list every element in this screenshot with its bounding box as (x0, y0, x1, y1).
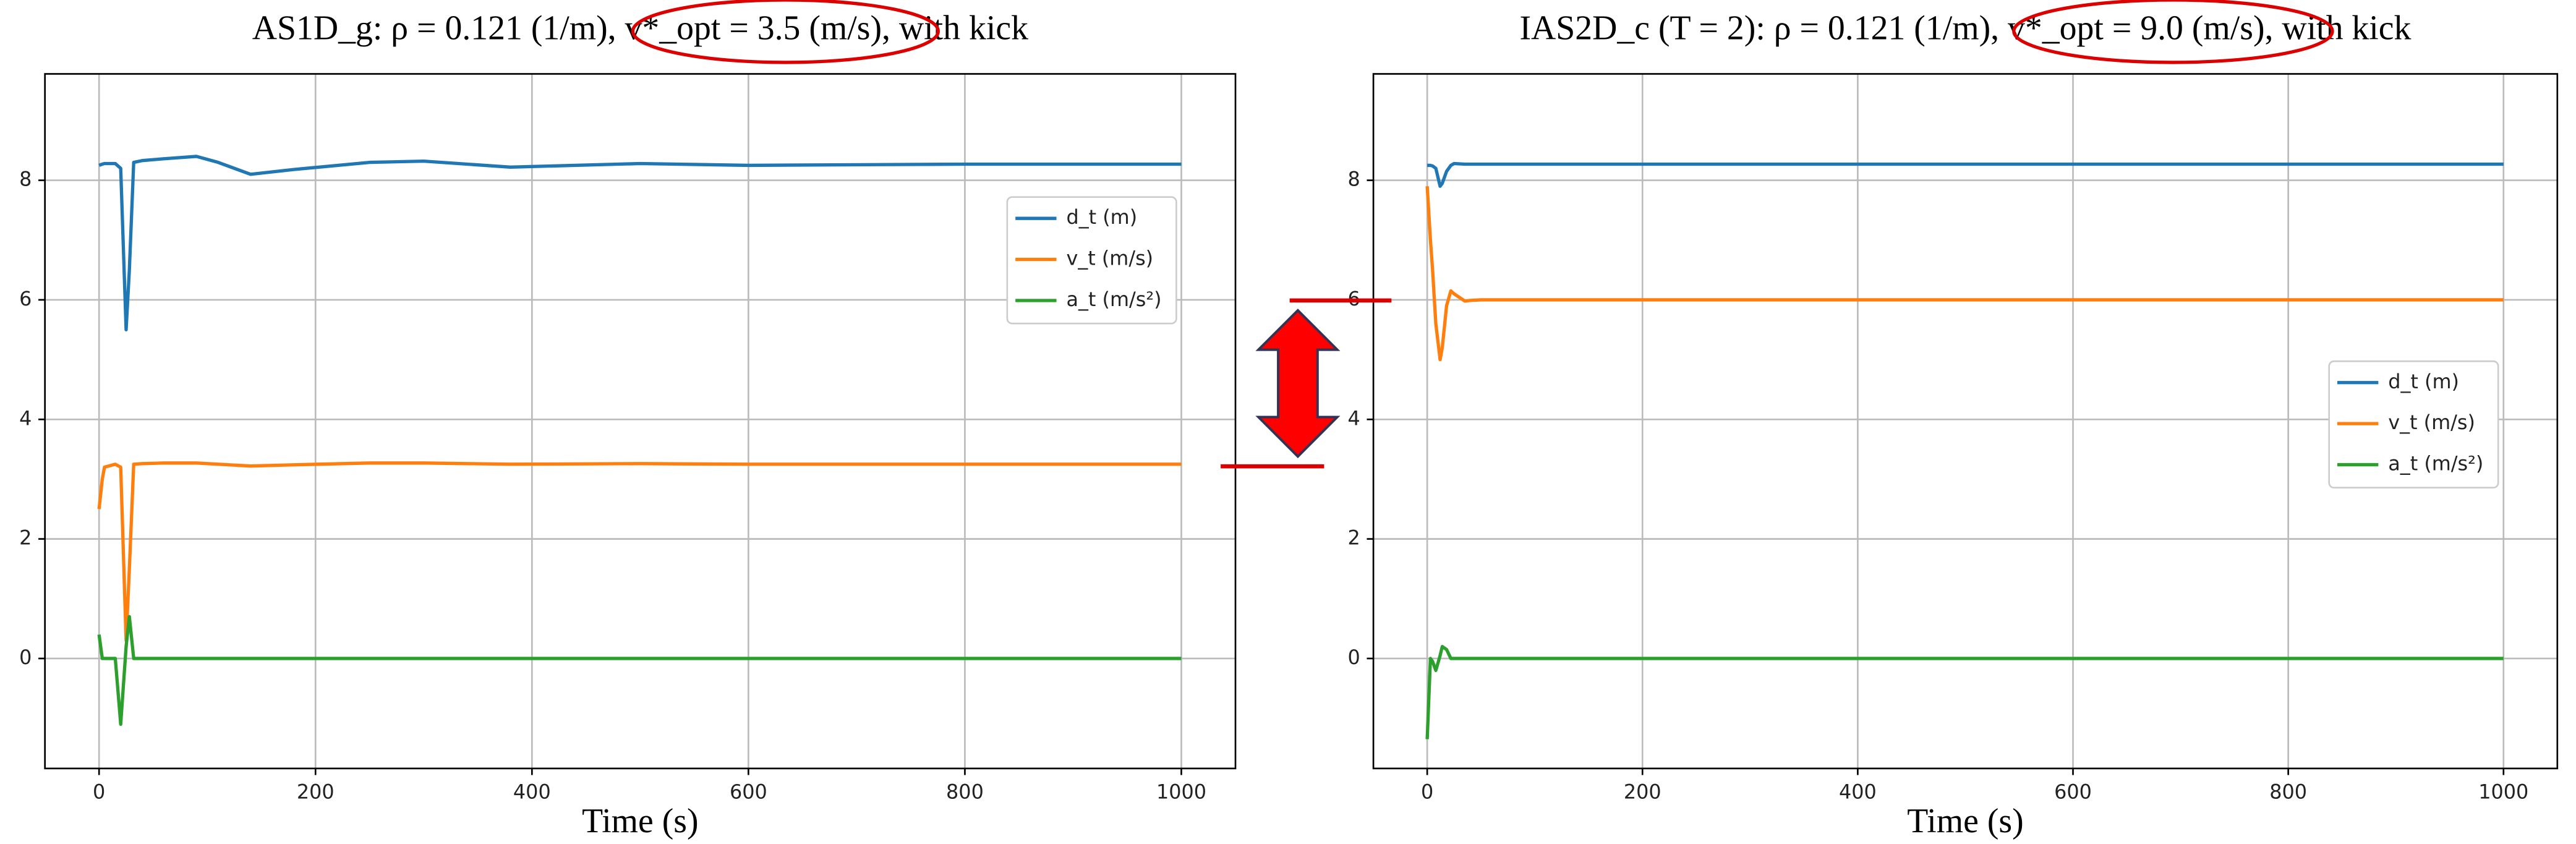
legend-label: d_t (m) (2388, 370, 2459, 393)
y-tick-label: 0 (1348, 646, 1360, 669)
chart-title: IAS2D_c (T = 2): ρ = 0.121 (1/m), v*_opt… (1519, 9, 2411, 47)
y-tick-label: 0 (19, 646, 32, 669)
data-line (1427, 161, 2504, 188)
x-tick-label: 0 (1421, 780, 1433, 804)
axes-frame (1372, 73, 2559, 770)
x-tick-label: 600 (2054, 780, 2092, 804)
legend-label: d_t (m) (1066, 205, 1137, 229)
y-tick-label: 2 (19, 526, 32, 550)
legend-box (1006, 196, 1177, 325)
y-tick-label: 8 (1348, 168, 1360, 191)
data-line (97, 461, 1182, 642)
y-tick-label: 6 (19, 287, 32, 310)
legend-label: a_t (m/s²) (2388, 452, 2483, 475)
highlight-ellipse (631, 0, 940, 64)
x-tick-label: 800 (946, 780, 984, 804)
x-tick-label: 200 (1624, 780, 1661, 804)
data-line (1425, 644, 2504, 740)
data-line (97, 615, 1182, 726)
plot-area (45, 74, 1236, 769)
y-tick-label: 2 (1348, 526, 1360, 550)
annotations (631, 0, 2334, 469)
chart-panel: AS1D_g: ρ = 0.121 (1/m), v*_opt = 3.5 (m… (19, 9, 1237, 840)
x-tick-label: 400 (1839, 780, 1877, 804)
x-tick-label: 200 (297, 780, 335, 804)
legend-label: a_t (m/s²) (1066, 288, 1161, 311)
legend-label: v_t (m/s) (2388, 411, 2475, 434)
legend-label: v_t (m/s) (1066, 247, 1153, 270)
x-tick-label: 600 (730, 780, 767, 804)
axes-frame (44, 73, 1237, 770)
x-tick-label: 1000 (1156, 780, 1206, 804)
highlight-ellipse (2012, 0, 2334, 64)
y-tick-label: 4 (19, 406, 32, 430)
y-tick-label: 4 (1348, 406, 1360, 430)
x-tick-label: 400 (513, 780, 551, 804)
x-tick-label: 0 (93, 780, 105, 804)
data-line (98, 155, 1182, 331)
x-axis-label: Time (s) (582, 802, 698, 840)
chart-panel: IAS2D_c (T = 2): ρ = 0.121 (1/m), v*_opt… (1348, 9, 2559, 840)
legend-box (2328, 360, 2499, 489)
x-tick-label: 800 (2269, 780, 2307, 804)
y-tick-label: 8 (19, 168, 32, 191)
x-axis-label: Time (s) (1907, 802, 2023, 840)
double-arrow (1255, 309, 1341, 459)
data-line (1425, 186, 2504, 362)
x-tick-label: 1000 (2478, 780, 2528, 804)
